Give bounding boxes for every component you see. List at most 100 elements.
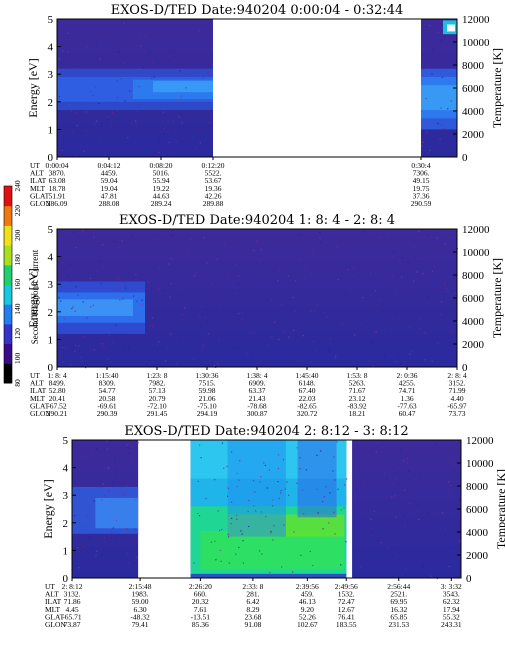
noise-dot	[126, 485, 129, 487]
orbit-cell: 3132.	[64, 590, 81, 599]
noise-dot	[134, 528, 136, 530]
noise-dot	[441, 124, 443, 126]
noise-dot	[93, 500, 95, 502]
orbit-cell: 289.88	[203, 199, 224, 208]
noise-dot	[448, 493, 450, 495]
noise-dot	[448, 565, 450, 568]
noise-dot	[69, 290, 72, 292]
orbit-cell: 19.75	[413, 184, 430, 193]
noise-dot	[400, 449, 402, 451]
noise-dot	[127, 137, 129, 139]
noise-dot	[304, 265, 307, 268]
noise-dot	[429, 24, 431, 27]
noise-dot	[319, 237, 321, 239]
noise-dot	[436, 442, 438, 444]
noise-dot	[421, 110, 423, 112]
noise-dot	[58, 96, 60, 98]
y2-tick-label: 0	[466, 573, 472, 585]
noise-dot	[200, 457, 202, 459]
noise-dot	[151, 317, 154, 319]
noise-dot	[206, 262, 208, 264]
noise-dot	[270, 532, 272, 534]
orbit-cell: 2: 8:12	[61, 582, 82, 591]
orbit-row-label: GLAT	[30, 401, 50, 410]
noise-dot	[103, 537, 105, 539]
noise-dot	[99, 58, 101, 60]
noise-dot	[77, 294, 79, 297]
noise-dot	[425, 26, 427, 28]
noise-dot	[398, 259, 400, 261]
orbit-cell: 21.43	[249, 394, 266, 403]
noise-dot	[419, 328, 421, 330]
orbit-cell: 660.	[194, 590, 207, 599]
orbit-cell: -48.32	[130, 612, 150, 621]
noise-dot	[384, 295, 387, 297]
noise-dot	[409, 353, 411, 355]
noise-dot	[202, 76, 204, 78]
noise-dot	[101, 554, 103, 556]
noise-dot	[426, 152, 429, 154]
noise-dot	[217, 363, 219, 365]
noise-dot	[150, 77, 153, 79]
noise-dot	[377, 471, 379, 473]
noise-dot	[116, 537, 118, 539]
noise-dot	[326, 316, 328, 318]
noise-dot	[106, 448, 109, 450]
noise-dot	[92, 304, 94, 306]
noise-dot	[75, 286, 77, 288]
noise-dot	[111, 532, 113, 534]
noise-dot	[184, 307, 186, 309]
noise-dot	[220, 560, 222, 562]
noise-dot	[169, 296, 171, 298]
noise-dot	[116, 110, 118, 112]
noise-dot	[198, 30, 201, 32]
y2-tick-label: 10000	[462, 37, 490, 49]
orbit-row-label: GLAT	[30, 191, 50, 200]
noise-dot	[241, 533, 243, 535]
noise-dot	[125, 528, 128, 530]
noise-dot	[137, 442, 139, 444]
noise-dot	[263, 462, 265, 464]
noise-dot	[64, 347, 67, 349]
noise-dot	[217, 510, 219, 512]
orbit-cell: 52.80	[49, 386, 66, 395]
noise-dot	[96, 447, 98, 450]
noise-dot	[135, 123, 137, 125]
colorbar-swatch	[4, 343, 12, 364]
noise-dot	[78, 567, 80, 569]
noise-dot	[277, 480, 279, 483]
colorbar-tick-label: 200	[13, 229, 22, 241]
noise-dot	[444, 281, 446, 284]
noise-dot	[410, 350, 413, 353]
noise-dot	[86, 317, 88, 319]
orbit-cell: 23.12	[349, 394, 366, 403]
panels: EXOS-D/TED Date:940204 0:00:04 - 0:32:44…	[26, 3, 505, 629]
noise-dot	[278, 269, 281, 271]
noise-dot	[273, 321, 276, 323]
noise-dot	[142, 67, 144, 69]
noise-dot	[143, 51, 145, 54]
noise-dot	[431, 360, 433, 362]
orbit-cell: 18.21	[349, 409, 366, 418]
noise-dot	[340, 564, 342, 566]
noise-dot	[259, 260, 261, 262]
noise-dot	[162, 126, 164, 129]
noise-dot	[74, 515, 76, 517]
noise-dot	[433, 265, 436, 267]
orbit-cell: 2521.	[390, 590, 407, 599]
noise-dot	[114, 241, 116, 243]
noise-dot	[162, 111, 164, 113]
noise-dot	[296, 482, 298, 484]
y2-tick-label: 12000	[462, 224, 490, 236]
noise-dot	[115, 519, 118, 521]
noise-dot	[424, 332, 426, 334]
orbit-row-label: UT	[30, 371, 40, 380]
y2-axis-label: Temperature [K]	[494, 469, 505, 549]
noise-dot	[181, 314, 184, 316]
noise-dot	[246, 352, 248, 355]
noise-dot	[403, 515, 405, 517]
data-window	[352, 440, 461, 578]
intensity-band	[227, 440, 286, 537]
noise-dot	[417, 236, 419, 238]
noise-dot	[221, 529, 223, 531]
